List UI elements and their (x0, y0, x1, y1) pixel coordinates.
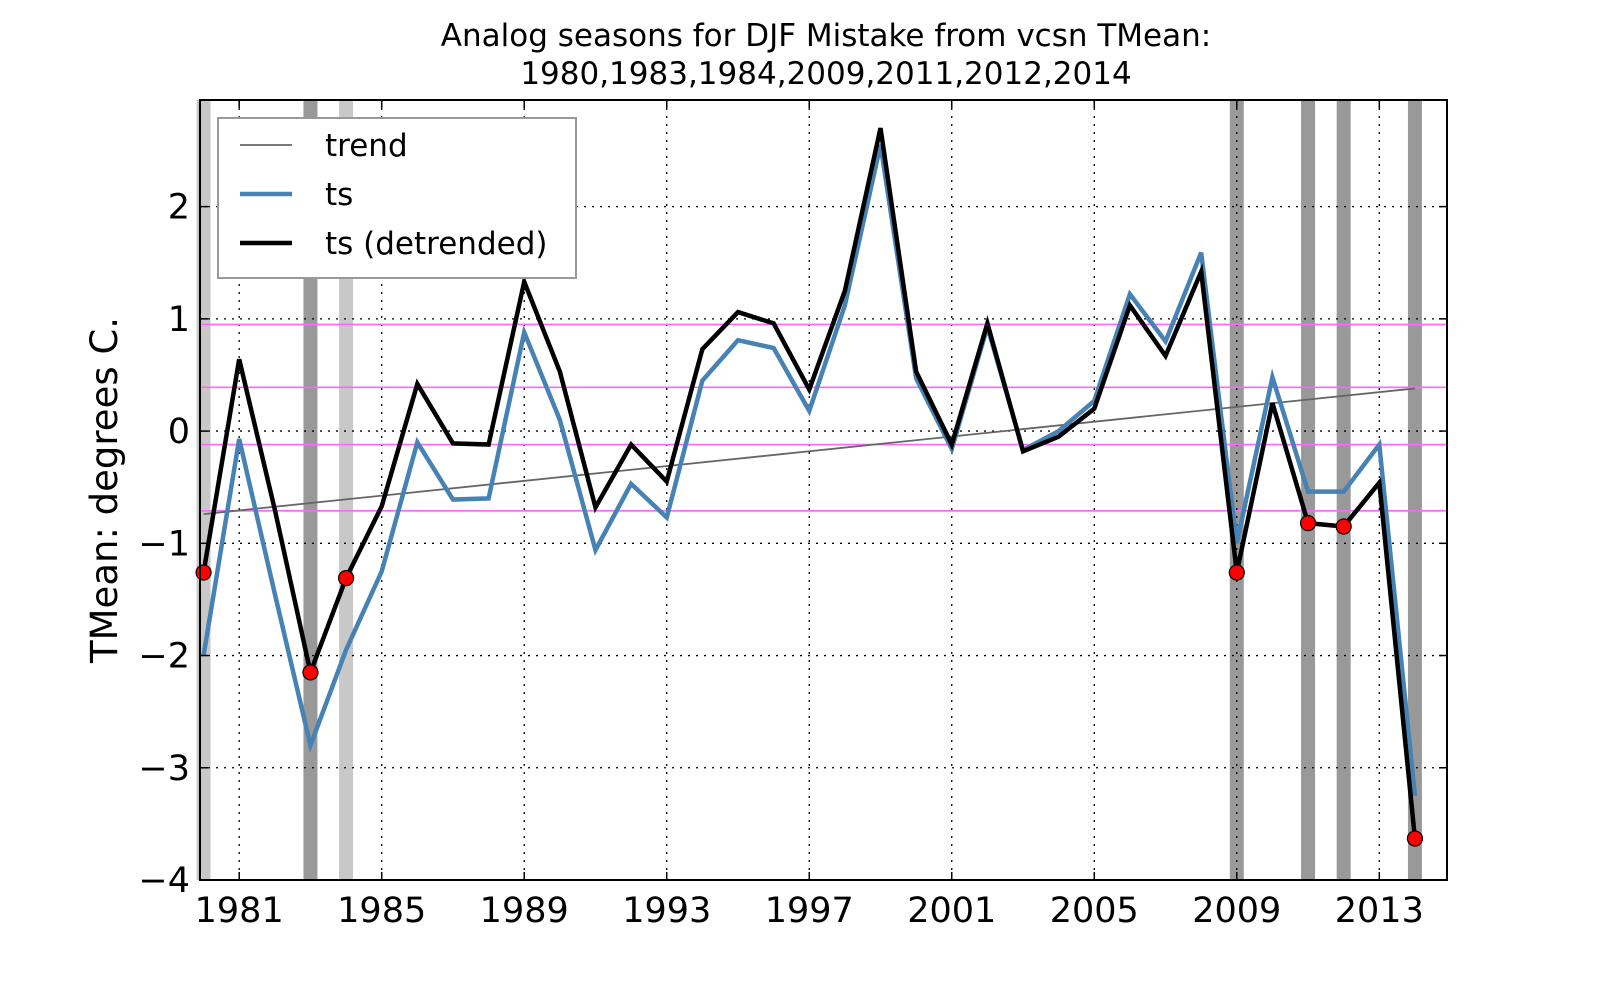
analog-marker-2011 (1299, 515, 1317, 532)
x-tick-label: 2013 (1335, 891, 1424, 931)
y-axis-label: TMean: degrees C. (83, 317, 126, 664)
analog-marker-1983 (302, 664, 319, 681)
y-tick-label: −3 (138, 749, 190, 789)
legend: trend ts ts (detrended) (217, 117, 577, 279)
y-tick-label: −2 (138, 637, 190, 677)
legend-label-ts-detrended: ts (detrended) (325, 226, 547, 262)
analog-bar-1980 (196, 100, 211, 880)
analog-bar-1984 (339, 100, 354, 880)
y-tick-labels: −4 −3 −2 −1 0 1 2 (138, 188, 190, 901)
analog-bars (196, 100, 1422, 880)
analog-bar-2009 (1229, 100, 1244, 880)
legend-label-ts: ts (325, 177, 353, 213)
y-tick-label: −4 (138, 861, 190, 901)
x-tick-label: 2001 (907, 891, 996, 931)
chart-subtitle: 1980,1983,1984,2009,2011,2012,2014 (520, 56, 1131, 92)
x-tick-label: 1989 (480, 891, 569, 931)
x-tick-label: 1997 (765, 891, 854, 931)
x-tick-label: 1993 (622, 891, 711, 931)
plot-area (195, 99, 1448, 881)
analog-bar-2014 (1407, 100, 1422, 880)
analog-bar-1983 (303, 100, 318, 880)
y-tick-label: 0 (168, 412, 190, 452)
analog-marker-2012 (1335, 518, 1352, 535)
ticks (200, 100, 1447, 881)
x-tick-label: 1985 (337, 891, 426, 931)
y-tick-label: −1 (138, 524, 190, 564)
x-tick-label: 1981 (195, 891, 284, 931)
reference-lines (200, 323, 1447, 512)
analog-marker-1984 (337, 570, 355, 587)
chart-title: Analog seasons for DJF Mistake from vcsn… (441, 18, 1211, 54)
analog-marker-2009 (1228, 564, 1245, 581)
x-tick-labels: 1981 1985 1989 1993 1997 2001 2005 2009 2013 (195, 891, 1424, 931)
series-line-ts (201, 144, 1418, 797)
analog-marker-1980 (195, 564, 212, 581)
series-lines (201, 127, 1418, 839)
series-line-ts-detrended (201, 127, 1418, 839)
y-tick-label: 1 (168, 300, 190, 340)
x-tick-label: 2005 (1050, 891, 1139, 931)
plot-frame (199, 99, 1448, 881)
legend-label-trend: trend (325, 128, 408, 164)
x-tick-label: 2009 (1192, 891, 1281, 931)
y-tick-label: 2 (168, 188, 190, 228)
analog-marker-2014 (1406, 830, 1424, 847)
